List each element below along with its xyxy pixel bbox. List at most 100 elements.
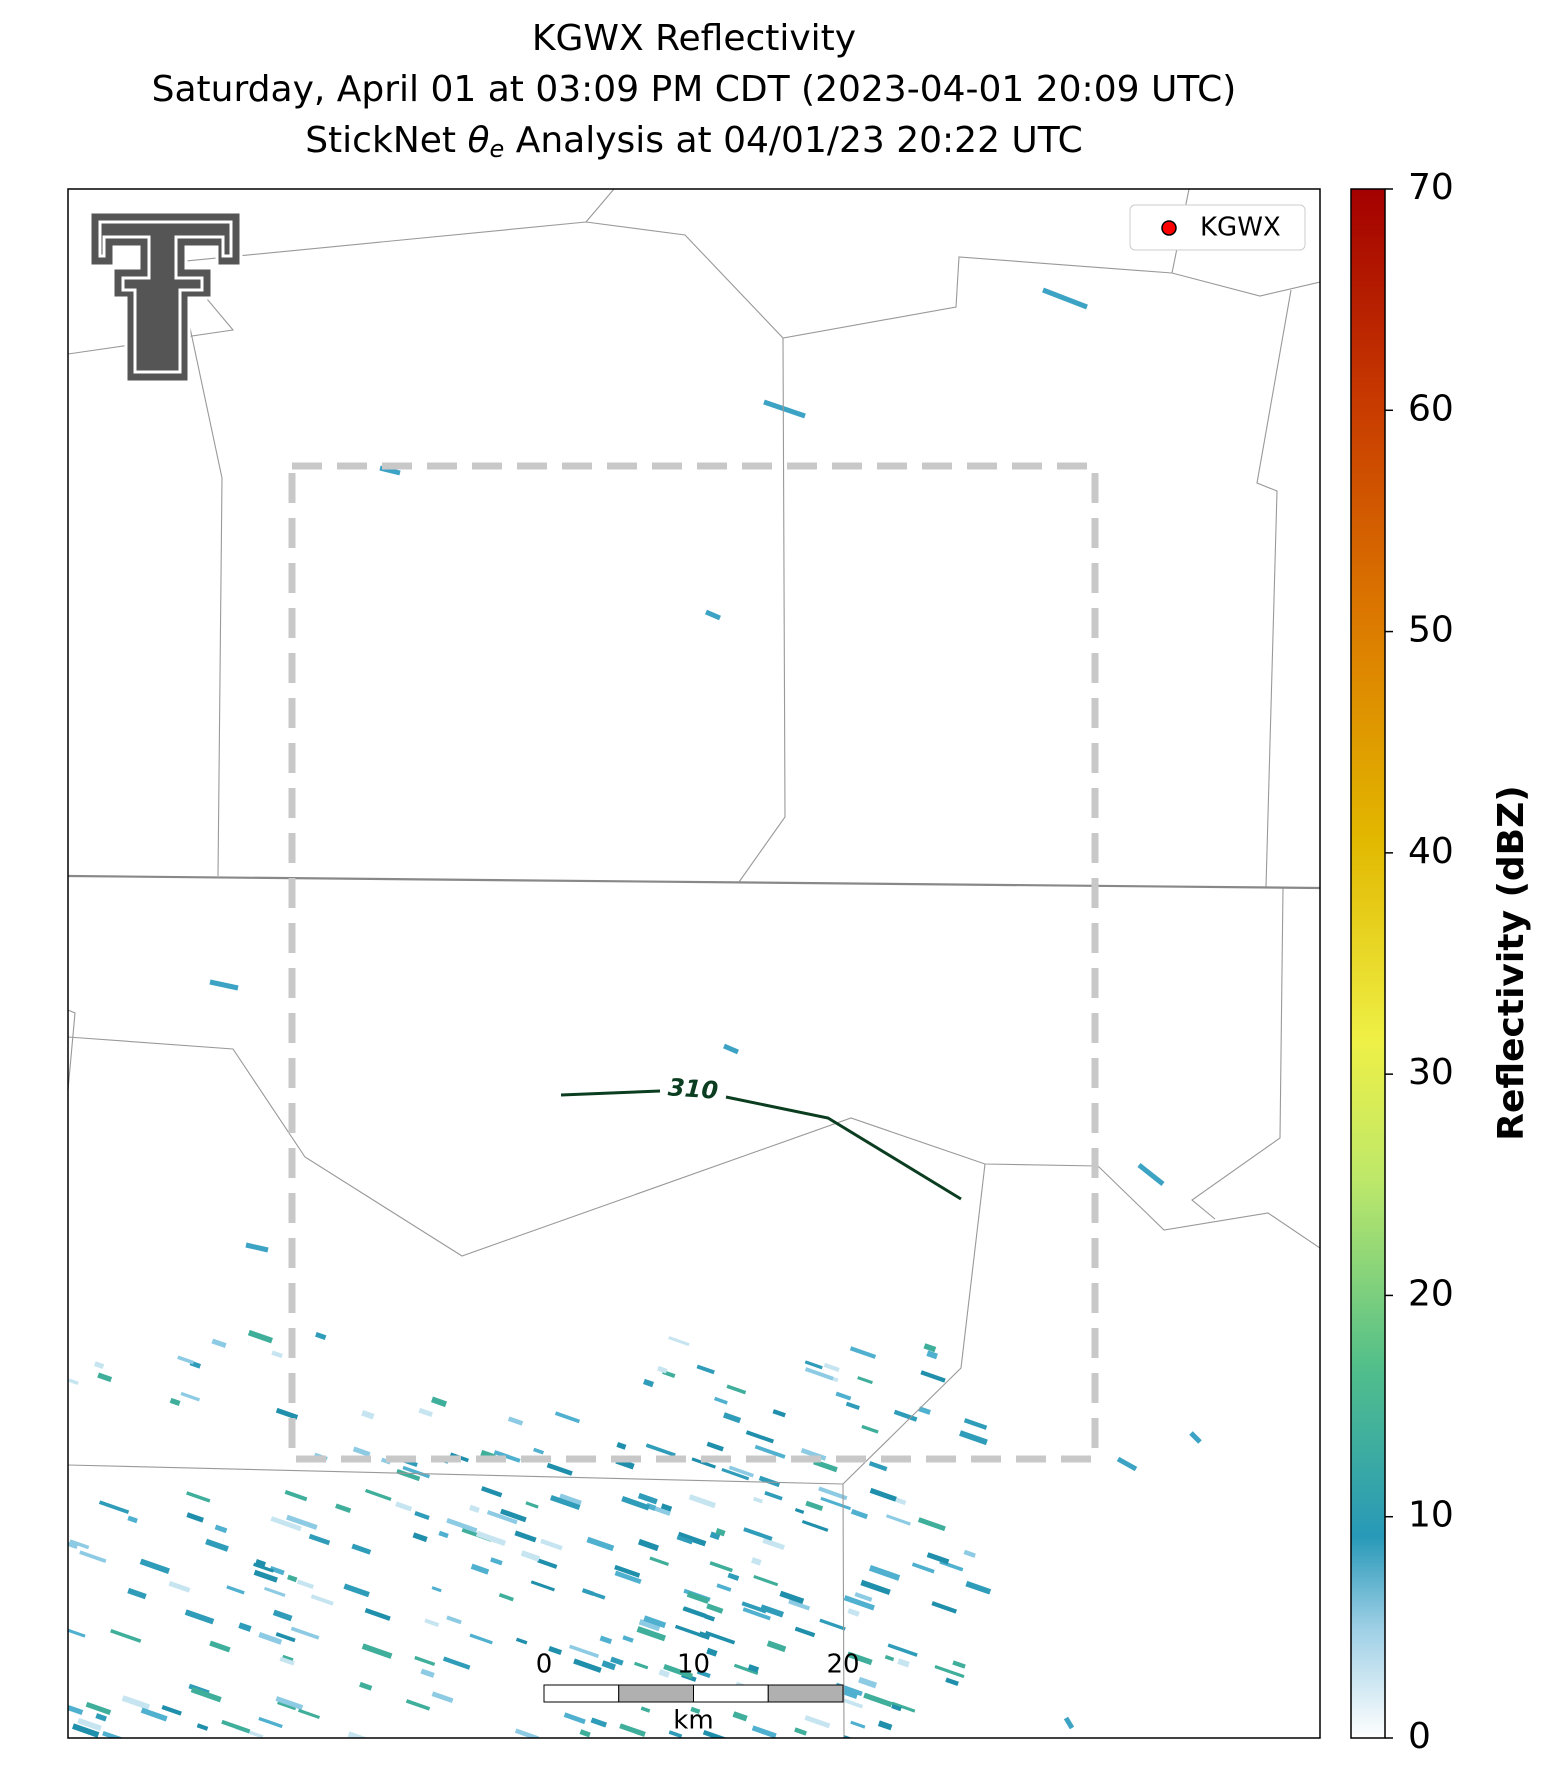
- radar-echo: [190, 1686, 222, 1703]
- radar-echo: [184, 1609, 215, 1625]
- radar-echo: [214, 1524, 228, 1534]
- map-frame: [67, 188, 1321, 1739]
- radar-echo: [186, 1512, 204, 1523]
- radar-echo: [764, 1490, 783, 1501]
- radar-echo: [663, 1664, 693, 1679]
- radar-echo: [298, 1708, 320, 1720]
- county-border: [738, 337, 786, 883]
- radar-echo: [709, 1531, 721, 1541]
- radar-echo: [498, 1593, 514, 1602]
- radar-echo: [843, 1595, 875, 1611]
- radar-echo: [1189, 1431, 1202, 1444]
- radar-echo: [85, 1701, 112, 1715]
- radar-echo: [127, 1515, 138, 1524]
- radar-echo: [279, 1656, 295, 1666]
- radar-echo: [850, 1509, 868, 1520]
- radar-echo: [579, 1729, 591, 1738]
- subtitle-text: Analysis at 04/01/23 20:22 UTC: [516, 120, 1083, 161]
- radar-echo: [860, 1579, 891, 1596]
- radar-echo: [286, 1514, 318, 1530]
- radar-echo: [779, 1590, 805, 1605]
- radar-echo: [559, 1493, 582, 1506]
- radar-echo: [788, 1599, 811, 1611]
- radar-echo: [861, 1424, 879, 1434]
- radar-echo: [706, 1603, 724, 1614]
- legend-marker: [1161, 220, 1177, 236]
- radar-echo: [715, 1528, 726, 1537]
- radar-echo: [846, 1651, 873, 1666]
- radar-echo: [550, 1495, 581, 1510]
- radar-echo: [869, 1487, 897, 1502]
- radar-echo: [772, 1409, 786, 1418]
- radar-echo: [868, 1461, 888, 1472]
- radar-echo: [414, 1655, 436, 1667]
- radar-echo: [98, 1500, 130, 1514]
- radar-echo: [668, 1730, 683, 1738]
- radar-echo: [863, 1692, 893, 1708]
- radar-echo: [211, 1338, 227, 1349]
- radar-echo: [287, 1574, 298, 1583]
- radar-echo: [741, 1601, 767, 1614]
- radar-echo: [794, 1507, 805, 1514]
- radar-echo: [186, 1491, 211, 1503]
- colorbar-label: Reflectivity (dBZ): [1491, 785, 1532, 1140]
- radar-echo: [405, 1699, 431, 1711]
- radar-echo: [847, 1608, 860, 1617]
- radar-echo: [475, 1530, 507, 1546]
- radar-echo: [696, 1669, 711, 1679]
- radar-echo: [643, 1378, 654, 1388]
- radar-echo: [296, 1579, 314, 1590]
- radar-echo: [926, 1552, 950, 1565]
- radar-echo: [269, 1565, 285, 1576]
- radar-echo: [804, 1715, 831, 1729]
- scale-bar: 0 10 20 km: [536, 1650, 860, 1736]
- radar-echo: [469, 1504, 480, 1513]
- radar-echo: [706, 1647, 718, 1657]
- radar-echo: [682, 1606, 707, 1619]
- radar-echo: [696, 1364, 715, 1375]
- radar-echo: [1042, 287, 1088, 310]
- radar-echo: [102, 1730, 123, 1738]
- radar-echo: [727, 1572, 740, 1581]
- radar-echo: [469, 1633, 493, 1645]
- radar-echo: [424, 1618, 440, 1628]
- radar-echo: [540, 1538, 563, 1551]
- scale-bar-tick-label: 0: [536, 1650, 553, 1680]
- radar-echo: [854, 1592, 873, 1602]
- radar-echo: [714, 1396, 728, 1405]
- radar-echo: [686, 1591, 710, 1604]
- colorbar-tick-label: 10: [1408, 1495, 1454, 1536]
- radar-echo: [760, 1604, 784, 1618]
- radar-echo: [835, 1391, 852, 1401]
- radar-echo: [205, 1538, 229, 1552]
- radar-echo: [548, 1645, 563, 1655]
- radar-echo: [530, 1580, 555, 1592]
- radar-echo: [507, 1416, 524, 1426]
- radar-echo: [402, 1465, 431, 1479]
- radar-echo: [68, 1542, 78, 1550]
- radar-echo: [168, 1581, 191, 1593]
- radar-echo: [877, 1720, 893, 1731]
- radar-echo: [258, 1716, 283, 1729]
- colorbar-tick-label: 0: [1408, 1716, 1431, 1757]
- contour-line: [560, 1089, 661, 1097]
- subtitle-symbol: θ: [467, 120, 489, 161]
- radar-echo: [271, 1350, 283, 1359]
- radar-echo: [747, 1664, 760, 1673]
- state-border: [68, 874, 1320, 890]
- radar-echo: [442, 1656, 471, 1670]
- scale-bar-unit: km: [673, 1706, 713, 1736]
- radar-echo: [97, 1372, 113, 1383]
- radar-echo: [766, 1640, 787, 1653]
- radar-echo: [270, 1516, 302, 1532]
- radar-echo: [939, 1560, 964, 1572]
- radar-echo: [709, 1561, 733, 1573]
- title: KGWX Reflectivity: [532, 18, 856, 59]
- scale-bar-segment: [543, 1684, 620, 1703]
- radar-echo: [412, 1532, 428, 1543]
- radar-echo: [68, 1628, 86, 1638]
- radar-echo: [698, 1631, 711, 1640]
- radar-echo: [891, 1704, 902, 1712]
